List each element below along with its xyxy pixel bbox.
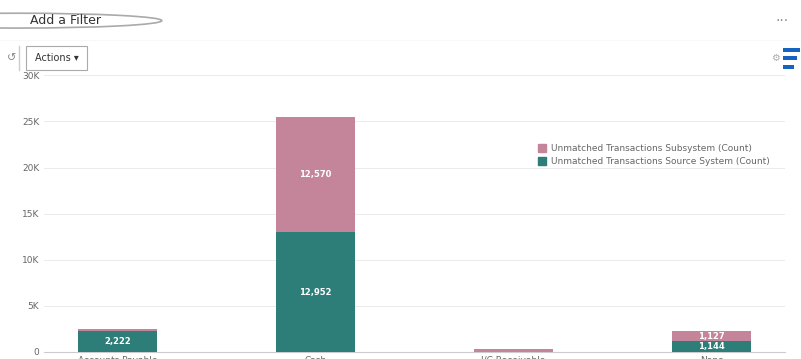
Text: Actions ▾: Actions ▾ <box>34 53 78 63</box>
Text: ↺: ↺ <box>6 53 16 63</box>
FancyBboxPatch shape <box>783 65 794 69</box>
Text: 12,952: 12,952 <box>300 288 332 297</box>
FancyBboxPatch shape <box>783 48 800 52</box>
Bar <box>78 328 157 331</box>
FancyBboxPatch shape <box>26 46 87 70</box>
Text: 1,144: 1,144 <box>698 342 725 351</box>
Bar <box>78 331 157 352</box>
FancyBboxPatch shape <box>783 56 797 60</box>
Text: ···: ··· <box>776 14 789 28</box>
Bar <box>672 341 751 352</box>
Bar <box>474 349 553 352</box>
Text: Add a Filter: Add a Filter <box>30 14 101 27</box>
Text: 1,127: 1,127 <box>698 332 725 341</box>
Text: 12,570: 12,570 <box>300 170 332 179</box>
Legend: Unmatched Transactions Subsystem (Count), Unmatched Transactions Source System (: Unmatched Transactions Subsystem (Count)… <box>534 141 773 169</box>
Bar <box>672 331 751 341</box>
Bar <box>276 117 355 233</box>
Text: ⚙: ⚙ <box>771 53 779 63</box>
Bar <box>276 233 355 352</box>
Text: 2,222: 2,222 <box>104 337 131 346</box>
